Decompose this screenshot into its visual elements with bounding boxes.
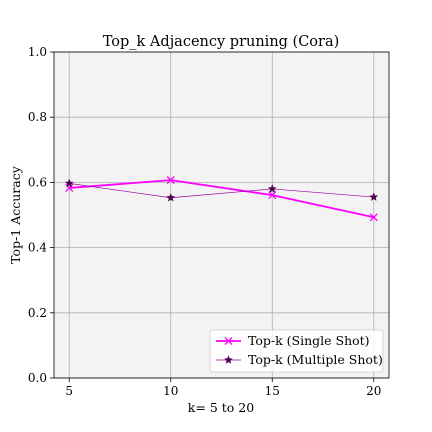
y-axis: 0.0 0.2 0.4 0.6 0.8 1.0 xyxy=(28,45,54,385)
legend-swatch-marker-multiple-shot xyxy=(223,355,234,364)
data-point-single-shot xyxy=(369,213,378,222)
y-tick-label: 0.8 xyxy=(28,110,47,124)
series-layer xyxy=(64,176,379,222)
data-point-multiple-shot xyxy=(369,192,379,201)
data-point-multiple-shot xyxy=(166,192,176,202)
legend-label-single-shot: Top-k (Single Shot) xyxy=(248,333,370,348)
plot-area-background xyxy=(54,52,389,378)
legend-label-multiple-shot: Top-k (Multiple Shot) xyxy=(248,352,383,367)
legend-box xyxy=(209,329,384,373)
chart-title: Top_k Adjacency pruning (Cora) xyxy=(103,34,340,50)
y-tick-label: 1.0 xyxy=(28,45,47,59)
series-line-multiple-shot xyxy=(69,183,374,199)
data-point-single-shot xyxy=(166,176,175,185)
x-tick-label: 15 xyxy=(265,384,280,398)
y-tick-label: 0.4 xyxy=(28,241,47,255)
plot-area-frame xyxy=(53,51,390,379)
data-point-single-shot xyxy=(65,183,74,193)
x-axis: 5 10 15 20 xyxy=(65,378,381,398)
y-axis-label: Top-1 Accuracy xyxy=(8,165,23,264)
y-tick-label: 0.2 xyxy=(28,306,47,320)
x-tick-label: 5 xyxy=(65,384,73,398)
y-tick-label: 0.0 xyxy=(28,371,47,385)
y-tick-label: 0.6 xyxy=(28,175,47,189)
data-point-single-shot xyxy=(268,191,277,200)
legend-swatch-marker-single-shot xyxy=(224,336,233,346)
x-tick-label: 20 xyxy=(366,384,381,398)
x-tick-label: 10 xyxy=(163,384,178,398)
data-point-multiple-shot xyxy=(64,178,74,188)
x-axis-label: k= 5 to 20 xyxy=(188,400,254,415)
legend: Top-k (Single Shot) Top-k (Multiple Shot… xyxy=(209,329,384,373)
data-point-multiple-shot xyxy=(267,184,277,193)
series-line-single-shot xyxy=(69,179,374,219)
